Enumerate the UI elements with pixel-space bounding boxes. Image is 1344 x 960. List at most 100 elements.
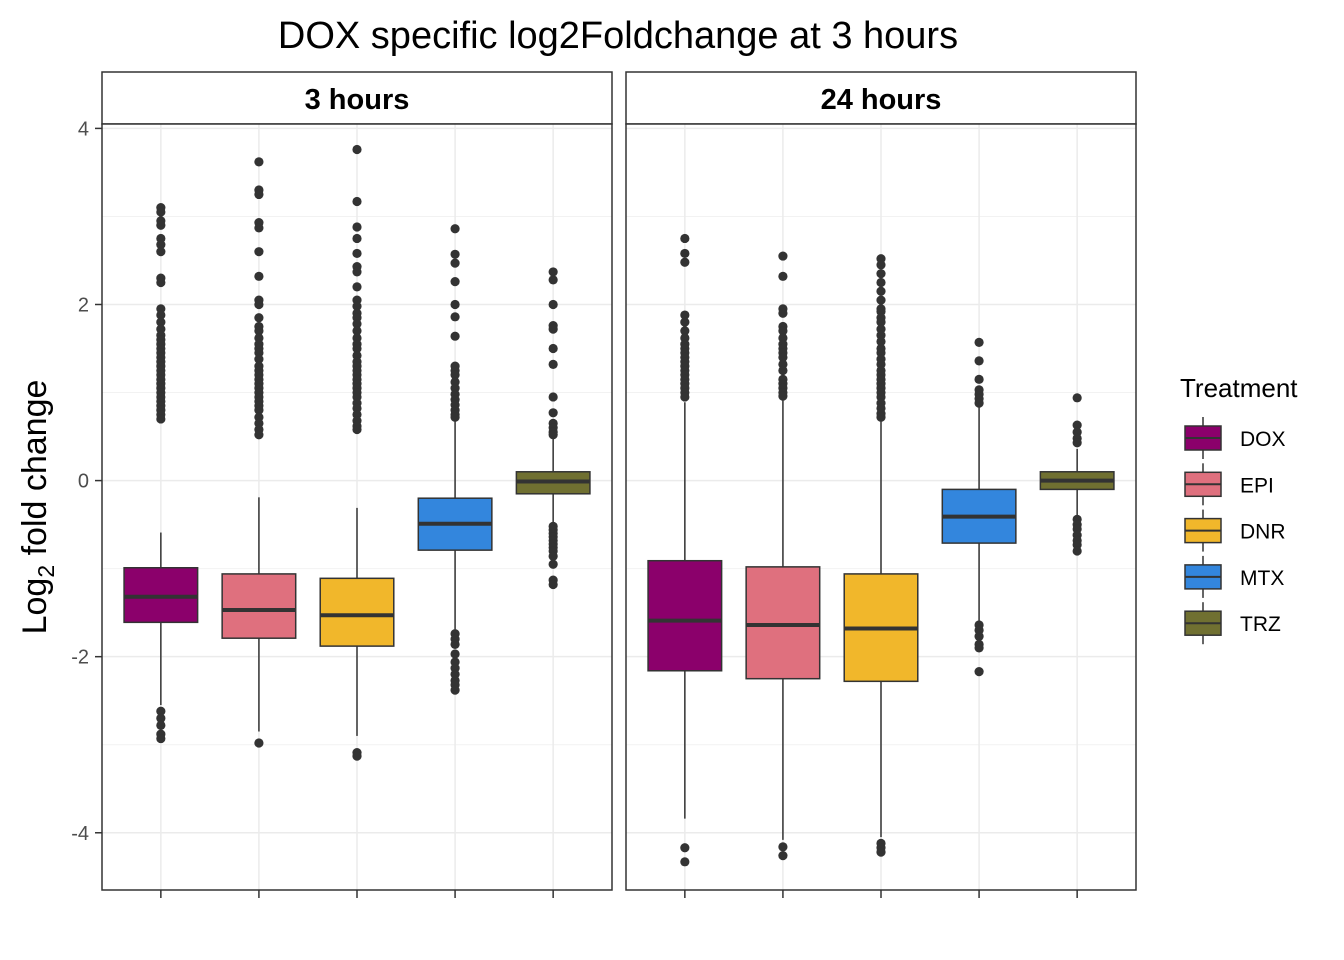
boxplot-trz xyxy=(1039,393,1115,556)
legend-label: DOX xyxy=(1240,428,1286,451)
outlier-point xyxy=(778,365,788,376)
outlier-point xyxy=(548,392,558,402)
outlier-point xyxy=(450,685,460,695)
outlier-point xyxy=(352,326,362,336)
facet-panel: 3 hours xyxy=(101,71,613,898)
outlier-point xyxy=(876,317,886,327)
outlier-point xyxy=(1072,546,1082,556)
y-axis-label: Log2 fold change xyxy=(16,380,59,635)
outlier-point xyxy=(352,222,362,232)
outlier-point xyxy=(156,277,166,288)
y-tick-label: 4 xyxy=(78,118,89,140)
outlier-point xyxy=(352,301,362,311)
outlier-point xyxy=(450,649,460,659)
outlier-point xyxy=(778,851,788,861)
outlier-point xyxy=(254,247,264,257)
y-tick-label: 2 xyxy=(78,294,89,316)
outlier-point xyxy=(352,319,362,329)
outlier-point xyxy=(450,277,460,287)
outlier-point xyxy=(680,857,690,867)
outlier-point xyxy=(876,336,886,347)
outlier-point xyxy=(548,408,558,418)
facet-strip xyxy=(101,71,613,125)
boxplot-trz xyxy=(515,267,591,590)
y-tick-label: -2 xyxy=(71,647,89,669)
boxplot-epi xyxy=(221,157,297,748)
outlier-point xyxy=(254,430,264,440)
outlier-point xyxy=(352,248,362,259)
outlier-point xyxy=(352,343,362,354)
legend-title: Treatment xyxy=(1180,373,1298,403)
outlier-point xyxy=(548,299,558,310)
outlier-point xyxy=(352,424,362,435)
facet-strip-label: 3 hours xyxy=(305,84,410,116)
outlier-point xyxy=(974,398,984,408)
outlier-point xyxy=(156,240,166,250)
outlier-point xyxy=(450,370,460,380)
outlier-point xyxy=(254,738,264,748)
outlier-point xyxy=(352,267,362,277)
box xyxy=(221,573,297,639)
outlier-point xyxy=(974,631,984,642)
outlier-point xyxy=(778,251,788,261)
outlier-point xyxy=(680,310,690,320)
outlier-point xyxy=(548,551,558,561)
outlier-point xyxy=(450,249,460,259)
outlier-point xyxy=(156,310,166,320)
legend-label: DNR xyxy=(1240,521,1286,544)
outlier-point xyxy=(548,324,558,334)
facet-strip-label: 24 hours xyxy=(821,84,942,116)
boxplot-dox xyxy=(647,233,723,867)
outlier-point xyxy=(548,267,558,277)
outlier-point xyxy=(876,286,886,296)
outlier-point xyxy=(254,189,264,200)
chart-title: DOX specific log2Foldchange at 3 hours xyxy=(278,15,958,57)
outlier-point xyxy=(680,392,690,402)
facet-panel: 24 hours xyxy=(625,71,1137,898)
outlier-point xyxy=(680,257,690,267)
outlier-point xyxy=(254,271,264,281)
boxplot-mtx xyxy=(941,337,1017,677)
boxplot-dox xyxy=(123,203,199,744)
outlier-point xyxy=(254,157,264,167)
outlier-point xyxy=(254,223,264,233)
outlier-point xyxy=(254,299,264,310)
outlier-point xyxy=(156,207,166,217)
outlier-point xyxy=(352,144,362,155)
legend-item-trz: TRZ xyxy=(1184,602,1281,645)
outlier-point xyxy=(548,430,558,440)
outlier-point xyxy=(352,751,362,761)
outlier-point xyxy=(974,374,984,384)
outlier-point xyxy=(1072,393,1082,403)
outlier-point xyxy=(680,326,690,336)
legend-item-epi: EPI xyxy=(1184,463,1274,506)
outlier-point xyxy=(156,706,166,716)
outlier-point xyxy=(876,277,886,288)
outlier-point xyxy=(450,224,460,234)
outlier-point xyxy=(778,391,788,401)
outlier-point xyxy=(352,233,362,244)
outlier-point xyxy=(876,260,886,270)
outlier-point xyxy=(352,196,362,207)
outlier-point xyxy=(974,337,984,347)
boxplot-mtx xyxy=(417,224,493,695)
outlier-point xyxy=(450,258,460,268)
outlier-point xyxy=(1072,420,1082,430)
outlier-point xyxy=(680,317,690,327)
outlier-point xyxy=(778,326,788,336)
outlier-point xyxy=(156,713,166,723)
outlier-point xyxy=(548,579,558,590)
outlier-point xyxy=(450,299,460,310)
facet-strip xyxy=(625,71,1137,125)
box xyxy=(647,559,723,672)
outlier-point xyxy=(156,220,166,230)
boxplot-epi xyxy=(745,251,821,861)
boxplot-dnr xyxy=(843,254,919,857)
outlier-point xyxy=(254,326,264,336)
box xyxy=(319,577,395,647)
outlier-point xyxy=(778,842,788,852)
outlier-point xyxy=(974,643,984,653)
outlier-point xyxy=(548,559,558,569)
outlier-point xyxy=(156,317,166,327)
